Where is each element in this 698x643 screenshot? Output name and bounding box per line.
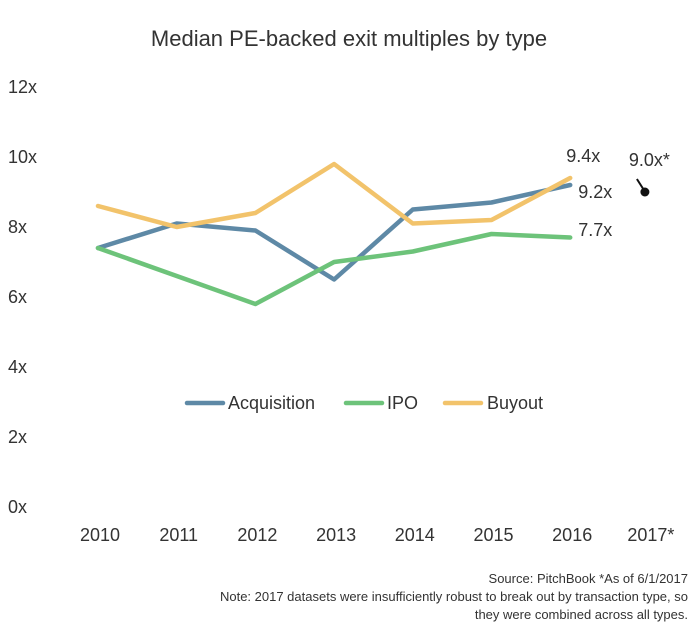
legend-label-buyout: Buyout	[487, 393, 543, 413]
source-note: Source: PitchBook *As of 6/1/2017	[489, 571, 688, 586]
chart-title: Median PE-backed exit multiples by type	[151, 26, 547, 51]
legend-label-acquisition: Acquisition	[228, 393, 315, 413]
x-tick-label: 2017*	[627, 525, 674, 545]
y-tick-label: 2x	[8, 427, 27, 447]
legend-label-ipo: IPO	[387, 393, 418, 413]
legend: Acquisition IPO Buyout	[184, 393, 543, 413]
series-line-acquisition	[95, 182, 573, 282]
data-label-buyout: 9.4x	[566, 146, 600, 166]
x-tick-label: 2014	[395, 525, 435, 545]
y-tick-label: 12x	[8, 77, 37, 97]
series-line-ipo	[95, 231, 573, 307]
x-tick-label: 2011	[159, 525, 198, 545]
y-tick-label: 10x	[8, 147, 37, 167]
y-tick-label: 6x	[8, 287, 27, 307]
data-label-ipo: 7.7x	[578, 220, 612, 240]
y-tick-label: 8x	[8, 217, 27, 237]
x-tick-label: 2015	[473, 525, 513, 545]
footnote-line-2: they were combined across all types.	[475, 607, 688, 622]
data-label-combined: 9.0x*	[629, 150, 670, 170]
x-tick-label: 2016	[552, 525, 592, 545]
y-tick-label: 0x	[8, 497, 27, 517]
x-tick-label: 2013	[316, 525, 356, 545]
x-tick-label: 2012	[237, 525, 277, 545]
footnote-line-1: Note: 2017 datasets were insufficiently …	[220, 589, 688, 604]
series-line-buyout	[95, 161, 573, 230]
data-point-2017	[640, 187, 650, 197]
x-tick-label: 2010	[80, 525, 120, 545]
y-tick-label: 4x	[8, 357, 27, 377]
data-label-acquisition: 9.2x	[578, 182, 612, 202]
